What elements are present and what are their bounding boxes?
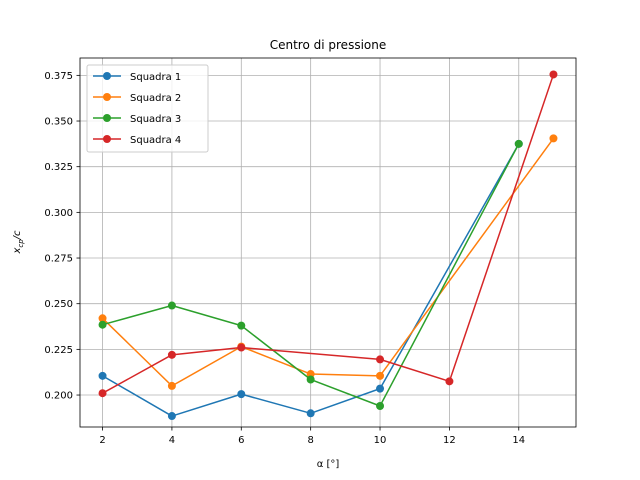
x-tick-label: 10 [374, 435, 387, 446]
legend-marker [103, 93, 111, 101]
series-line [102, 143, 520, 407]
legend-label: Squadra 1 [130, 72, 181, 83]
legend-marker [103, 114, 111, 122]
series-line [102, 137, 555, 387]
legend-entry: Squadra 1 [93, 72, 181, 83]
data-point [167, 301, 176, 310]
y-tick-label: 0.275 [44, 254, 73, 265]
data-point [237, 343, 246, 352]
data-point [445, 377, 454, 386]
legend-label: Squadra 4 [130, 135, 181, 146]
series-3 [98, 139, 523, 410]
data-point [237, 321, 246, 330]
data-point [549, 134, 558, 143]
legend-marker [103, 72, 111, 80]
data-point [98, 371, 107, 380]
y-tick-label: 0.375 [44, 71, 73, 82]
data-point [167, 350, 176, 359]
data-point [98, 389, 107, 398]
y-axis-label-sub: cp [17, 239, 25, 248]
x-tick-label: 12 [443, 435, 456, 446]
data-point [306, 409, 315, 418]
legend-marker [103, 135, 111, 143]
legend-box [86, 64, 209, 153]
y-axis-ticks: 0.200 0.225 0.250 0.275 0.300 0.325 0.350 0.375 [44, 71, 80, 402]
data-point [306, 370, 315, 379]
y-axis-label-tail: /c [12, 230, 23, 240]
data-point [514, 139, 523, 148]
data-point [237, 390, 246, 399]
data-point [376, 384, 385, 393]
x-tick-label: 2 [99, 435, 105, 446]
y-tick-label: 0.350 [44, 117, 73, 128]
y-tick-label: 0.225 [44, 345, 73, 356]
series-layer [98, 70, 558, 421]
x-tick-label: 14 [512, 435, 525, 446]
data-point [376, 355, 385, 364]
series-line [102, 143, 520, 417]
y-axis-label-main: x [12, 248, 23, 255]
y-axis-label: xcp/c [12, 230, 25, 255]
x-tick-label: 6 [238, 435, 244, 446]
y-tick-label: 0.200 [44, 391, 73, 402]
series-line [102, 74, 555, 394]
plot-frame [79, 57, 577, 428]
y-tick-label: 0.325 [44, 162, 73, 173]
data-point [376, 371, 385, 380]
x-axis-label: α [°] [317, 459, 340, 470]
data-point [376, 401, 385, 410]
chart-title: Centro di pressione [270, 38, 387, 52]
data-point [167, 412, 176, 421]
legend-entry: Squadra 4 [93, 135, 181, 146]
legend: Squadra 1 Squadra 2 Squadra 3 Squadra 4 [86, 64, 209, 153]
legend-label: Squadra 3 [130, 114, 181, 125]
x-tick-label: 4 [169, 435, 175, 446]
grid [80, 58, 576, 427]
legend-entry: Squadra 3 [93, 114, 181, 125]
x-tick-label: 8 [307, 435, 313, 446]
data-point [98, 320, 107, 329]
data-point [306, 375, 315, 384]
data-point [167, 381, 176, 390]
data-point [98, 314, 107, 323]
y-tick-label: 0.250 [44, 299, 73, 310]
x-axis-ticks: 2 4 6 8 10 12 14 [99, 427, 525, 446]
data-point [549, 70, 558, 79]
legend-label: Squadra 2 [130, 93, 181, 104]
y-tick-label: 0.300 [44, 208, 73, 219]
series-4 [98, 70, 558, 398]
legend-entry: Squadra 2 [93, 93, 181, 104]
